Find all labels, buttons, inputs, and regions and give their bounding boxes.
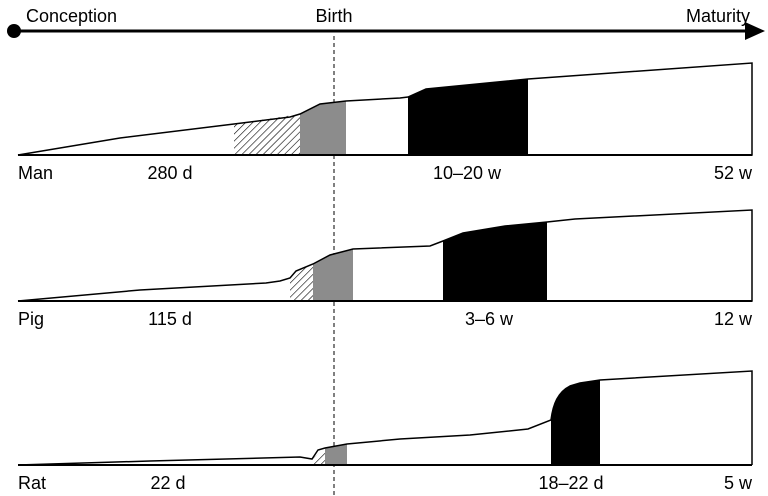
species-panel-pig [17,209,753,302]
perinatal-band [313,249,353,301]
perinatal-band [300,101,346,155]
prenatal-hatched-region [290,264,313,301]
growth-curve-outline [17,209,753,302]
prenatal-hatched-region [312,448,325,465]
prenatal-hatched-region [234,114,300,155]
timeline-start-label: Conception [26,6,117,26]
timeline-birth-label: Birth [315,6,352,26]
maturity-age-label: 5 w [724,473,753,493]
timeline-end-label: Maturity [686,6,750,26]
maturity-age-label: 12 w [714,309,753,329]
species-name-label: Man [18,163,53,183]
conception-dot [7,24,21,38]
maturity-arrowhead [745,22,765,40]
maturity-age-label: 52 w [714,163,753,183]
growth-curve-outline [17,62,753,156]
growth-curve-outline [17,370,753,466]
growth-spurt-band [551,380,600,465]
growth-spurt-label: 3–6 w [465,309,514,329]
gestation-label: 115 d [148,309,192,329]
growth-spurt-band [408,79,528,155]
growth-spurt-band [443,222,547,301]
perinatal-band [325,444,347,465]
timeline-arrow [7,22,765,40]
gestation-label: 280 d [147,163,192,183]
gestation-label: 22 d [150,473,185,493]
species-panel-man [17,62,753,156]
species-name-label: Pig [18,309,44,329]
species-name-label: Rat [18,473,46,493]
growth-spurt-label: 18–22 d [538,473,603,493]
growth-spurt-label: 10–20 w [433,163,502,183]
species-panel-rat [17,370,753,466]
